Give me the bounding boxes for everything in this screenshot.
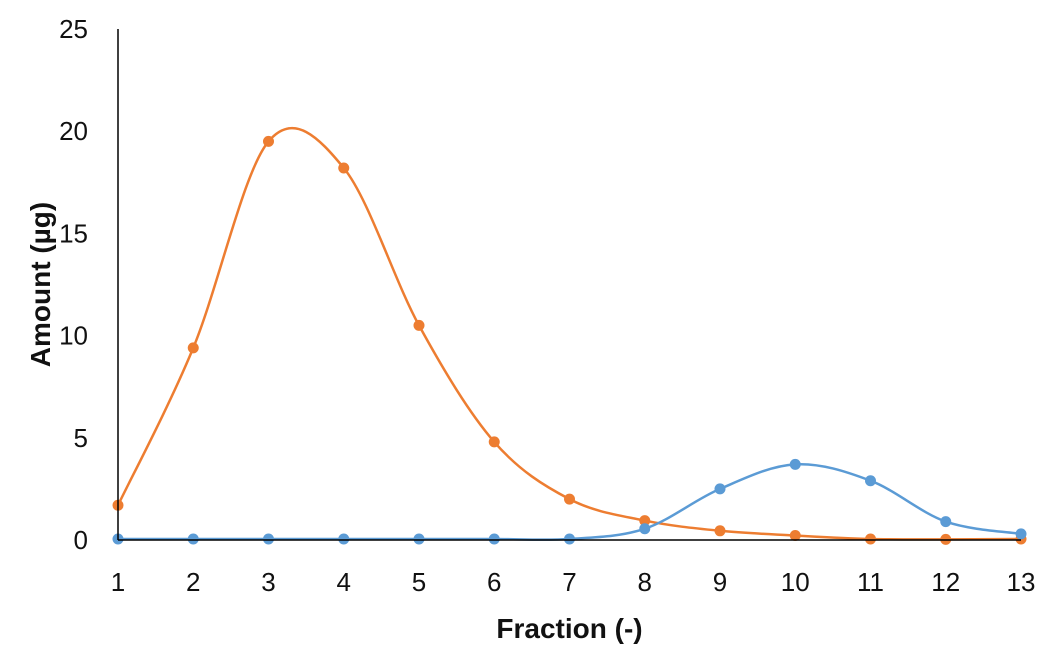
x-tick-label: 7 xyxy=(562,567,576,597)
y-tick-label: 0 xyxy=(74,525,88,555)
data-point xyxy=(263,135,274,147)
data-point xyxy=(639,523,651,535)
x-tick-label: 5 xyxy=(412,567,426,597)
series-2 xyxy=(112,458,1027,545)
y-axis-title: Amount (µg) xyxy=(25,202,56,367)
data-point xyxy=(1015,528,1027,540)
y-tick-label: 25 xyxy=(59,14,88,44)
data-point xyxy=(187,342,199,354)
y-tick-label: 10 xyxy=(59,321,88,351)
data-point xyxy=(789,530,801,542)
x-tick-label: 9 xyxy=(713,567,727,597)
data-point xyxy=(940,516,952,528)
data-point xyxy=(338,162,350,174)
x-tick-label: 11 xyxy=(857,567,884,597)
data-point xyxy=(564,533,575,545)
x-axis-title: Fraction (-) xyxy=(496,613,642,644)
x-tick-label: 1 xyxy=(111,567,125,597)
data-point xyxy=(865,475,876,487)
data-point xyxy=(865,533,876,545)
x-tick-label: 13 xyxy=(1007,567,1036,597)
data-point xyxy=(714,483,726,495)
series-layer xyxy=(112,127,1027,545)
data-point xyxy=(564,493,575,505)
series-1 xyxy=(112,127,1027,545)
data-point xyxy=(338,533,350,545)
y-tick-label: 15 xyxy=(59,218,88,248)
data-point xyxy=(488,533,500,545)
data-point xyxy=(263,533,274,545)
x-tick-label: 8 xyxy=(638,567,652,597)
x-tick-label: 10 xyxy=(781,567,810,597)
series-line xyxy=(116,127,1022,541)
data-point xyxy=(413,533,425,545)
y-tick-label: 5 xyxy=(74,423,88,453)
data-point xyxy=(714,525,726,537)
x-tick-label: 3 xyxy=(261,567,275,597)
x-axis-ticks: 1 2 3 4 5 6 7 8 9 10 11 12 13 xyxy=(111,567,1036,597)
y-axis-ticks: 0 5 10 15 20 25 xyxy=(59,14,88,555)
data-point xyxy=(639,515,651,527)
x-tick-label: 2 xyxy=(186,567,200,597)
x-tick-label: 12 xyxy=(931,567,960,597)
x-tick-label: 6 xyxy=(487,567,501,597)
data-point xyxy=(413,319,425,331)
data-point xyxy=(488,436,500,448)
data-point xyxy=(187,533,199,545)
data-point xyxy=(789,458,801,470)
y-tick-label: 20 xyxy=(59,116,88,146)
x-tick-label: 4 xyxy=(337,567,351,597)
